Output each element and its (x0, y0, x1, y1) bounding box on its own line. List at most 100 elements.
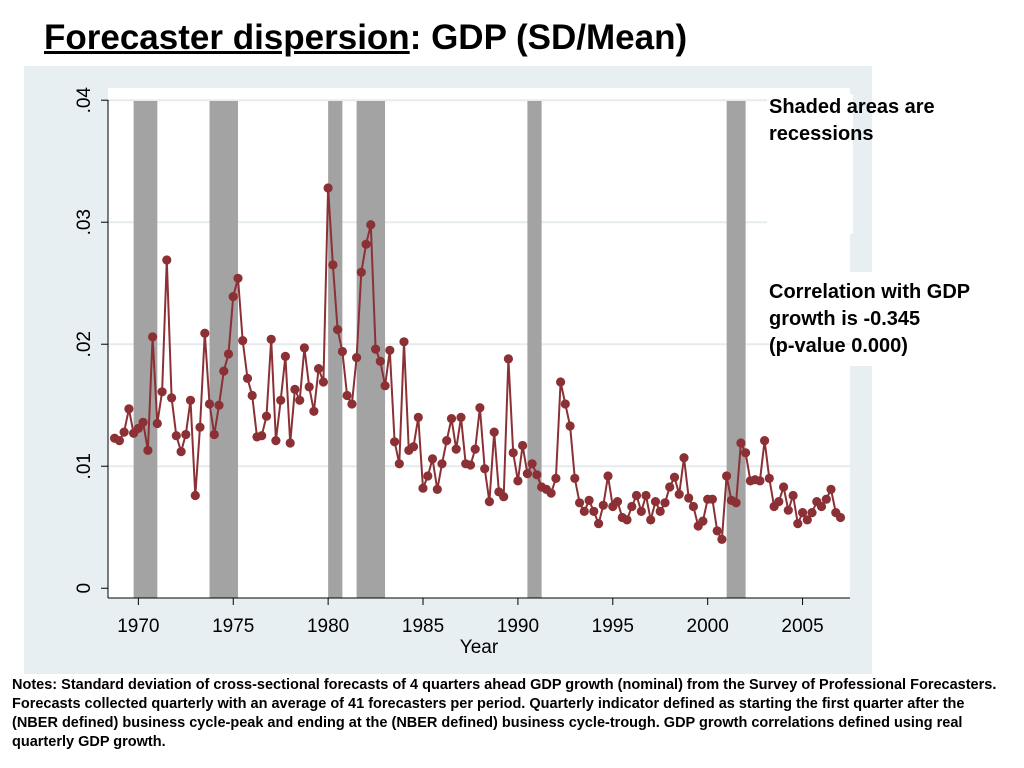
data-point (385, 345, 395, 355)
data-point (238, 336, 248, 346)
footnote: Notes: Standard deviation of cross-secti… (12, 677, 997, 750)
x-tick-label: 2000 (687, 616, 729, 637)
recession-band (726, 101, 746, 598)
recession-band (527, 101, 542, 598)
data-point (518, 440, 528, 451)
recession-note: Shaded areas are recessions (767, 94, 935, 234)
data-point (408, 442, 419, 452)
data-point (119, 427, 129, 437)
data-point (185, 395, 196, 405)
data-point (223, 349, 234, 359)
data-point (556, 377, 566, 387)
data-point (641, 490, 651, 501)
chart: 0 .01 .02 .03 .04 1970 1975 1980 1985 1990 1995 200… (74, 87, 850, 658)
data-point (508, 448, 518, 458)
data-point (143, 445, 153, 455)
recession-band (209, 101, 238, 598)
x-tick-label: 2005 (781, 616, 823, 637)
data-point (299, 343, 309, 353)
data-point (114, 436, 124, 446)
data-point (328, 260, 338, 270)
data-point (760, 436, 770, 446)
data-point (788, 490, 798, 501)
data-point (209, 429, 219, 440)
x-tick-label: 1990 (497, 616, 539, 637)
data-point (432, 484, 442, 494)
recession-band (133, 101, 158, 598)
data-point (437, 459, 447, 469)
data-point (266, 334, 276, 344)
x-tick-label: 1980 (307, 616, 349, 637)
data-point (807, 507, 817, 518)
data-point (233, 273, 243, 283)
data-point (171, 431, 181, 441)
data-point (598, 500, 608, 510)
recession-note-text: Shaded areas are recessions (769, 96, 935, 145)
y-tick-label: 0 (74, 583, 95, 594)
data-point (176, 447, 186, 457)
data-point (798, 507, 808, 518)
data-point (679, 453, 689, 463)
data-point (375, 356, 385, 366)
data-point (323, 183, 333, 193)
data-point (688, 501, 699, 512)
data-point (195, 422, 205, 432)
data-point (427, 454, 438, 464)
series-line (114, 187, 842, 543)
data-point (484, 497, 494, 507)
data-point (242, 373, 253, 383)
data-point (333, 325, 343, 335)
data-point (513, 476, 523, 486)
x-tick-label: 1995 (592, 616, 634, 637)
data-point (347, 399, 357, 409)
data-point (219, 366, 229, 376)
data-point (522, 469, 533, 479)
data-point (826, 484, 836, 494)
data-point (190, 490, 200, 501)
data-point (731, 498, 741, 508)
data-point (698, 516, 708, 526)
title-underlined: Forecaster dispersion (44, 18, 410, 57)
data-point (480, 464, 490, 474)
data-point (503, 354, 513, 364)
data-point (181, 429, 191, 440)
x-tick-label: 1970 (117, 616, 159, 637)
data-point (228, 292, 238, 302)
data-point (162, 255, 172, 265)
y-tick-label: .01 (74, 453, 95, 479)
correlation-note-box (850, 272, 1024, 366)
data-point (280, 351, 290, 361)
data-point (816, 501, 827, 512)
data-point (835, 512, 846, 523)
data-point (413, 412, 423, 422)
data-point (342, 390, 352, 401)
data-point (371, 344, 381, 354)
recession-band (328, 101, 343, 598)
correlation-line-2: growth is -0.345 (769, 308, 921, 330)
data-point (247, 390, 257, 401)
data-point (603, 471, 613, 481)
data-point (594, 519, 604, 529)
data-point (669, 472, 680, 482)
recession-band (356, 101, 386, 598)
data-point (271, 436, 281, 446)
data-point (707, 494, 718, 504)
data-point (423, 471, 433, 481)
data-point (712, 526, 722, 536)
x-axis-title: Year (460, 637, 499, 658)
data-point (646, 515, 656, 525)
y-tick-label: .02 (74, 331, 95, 357)
data-point (418, 483, 428, 493)
y-tick-label: .03 (74, 209, 95, 235)
data-point (636, 506, 646, 516)
correlation-note: Correlation with GDP growth is -0.345 (p… (769, 279, 1019, 360)
x-tick-label: 1975 (212, 616, 254, 637)
data-point (551, 473, 561, 483)
data-point (779, 482, 789, 492)
data-point (565, 421, 575, 431)
data-point (527, 459, 537, 469)
y-tick-label: .04 (74, 87, 95, 114)
data-point (214, 400, 224, 410)
title-rest: : GDP (SD/Mean) (409, 18, 688, 57)
page-title: Forecaster dispersion: GDP (SD/Mean) (44, 18, 687, 58)
